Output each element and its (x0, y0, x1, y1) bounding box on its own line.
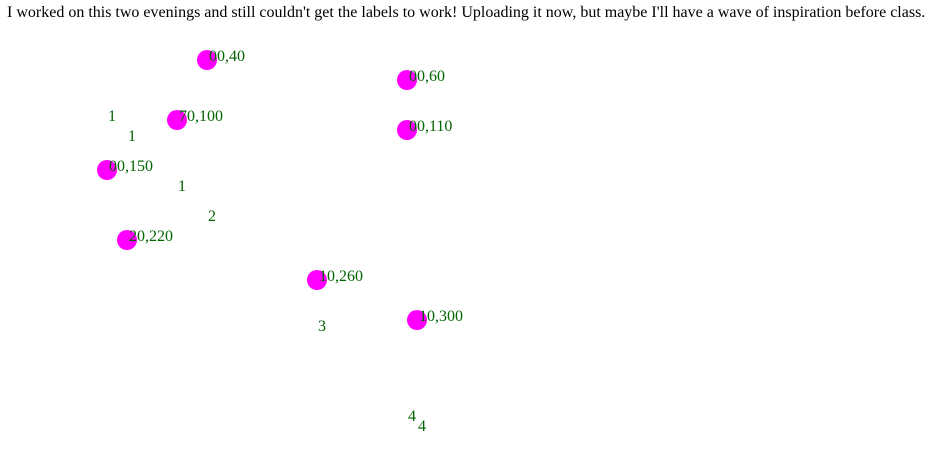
data-point-5 (117, 230, 137, 250)
stray-label-2: 1 (178, 178, 186, 195)
stray-label-6: 4 (418, 418, 426, 435)
stray-label-4: 3 (318, 318, 326, 335)
point-label-6: 10,260 (319, 268, 363, 285)
point-label-3: 00,110 (409, 118, 452, 135)
point-labels-layer: 00,40 00,60 70,100 00,110 00,150 20,220 10,260… (109, 48, 463, 325)
data-point-0 (197, 50, 217, 70)
data-point-1 (397, 70, 417, 90)
data-point-4 (97, 160, 117, 180)
point-label-7: 10,300 (419, 308, 463, 325)
data-point-2 (167, 110, 187, 130)
stray-label-0: 1 (108, 108, 116, 125)
point-label-2: 70,100 (179, 108, 223, 125)
points-layer (97, 50, 427, 330)
point-label-4: 00,150 (109, 158, 153, 175)
caption-text: I worked on this two evenings and still … (7, 4, 926, 21)
point-label-1: 00,60 (409, 68, 445, 85)
stray-label-5: 4 (408, 408, 416, 425)
data-point-3 (397, 120, 417, 140)
point-label-0: 00,40 (209, 48, 245, 65)
stray-label-1: 1 (128, 128, 136, 145)
data-point-7 (407, 310, 427, 330)
data-point-6 (307, 270, 327, 290)
point-label-5: 20,220 (129, 228, 173, 245)
stray-label-3: 2 (208, 208, 216, 225)
